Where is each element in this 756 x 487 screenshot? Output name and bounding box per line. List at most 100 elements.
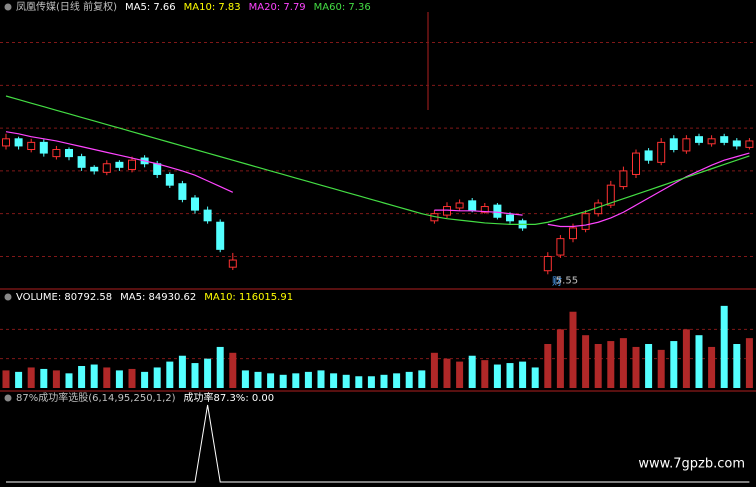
volume-bar	[506, 363, 514, 388]
volume-bar	[720, 305, 728, 388]
volume-bar	[430, 352, 438, 388]
volume-bar	[582, 335, 590, 388]
volume-bar	[670, 341, 678, 388]
candle-body	[102, 163, 111, 173]
candle-body	[27, 141, 36, 151]
candle-body	[90, 166, 99, 172]
candle-body	[203, 209, 212, 222]
header-label: 凤凰传媒(日线 前复权)	[16, 0, 117, 13]
volume-bar	[317, 370, 325, 388]
volume-bar	[178, 355, 186, 388]
volume-bar	[418, 370, 426, 388]
volume-bar	[292, 373, 300, 388]
volume-bar	[393, 373, 401, 388]
header-label: 成功率87.3%: 0.00	[184, 391, 275, 404]
volume-bar	[695, 335, 703, 388]
candle-body	[52, 149, 61, 158]
header-icon	[4, 3, 12, 11]
candle-body	[455, 202, 464, 209]
volume-bar	[103, 367, 111, 388]
volume-bar	[607, 341, 615, 388]
candle-body	[732, 140, 741, 147]
header-label: MA5: 84930.62	[120, 292, 196, 303]
volume-bar	[619, 338, 627, 388]
candle-body	[77, 156, 86, 168]
candle-body	[720, 136, 729, 143]
candle-body	[178, 183, 187, 200]
volume-bar	[745, 338, 753, 388]
watermark: www.7gpzb.com	[638, 457, 745, 472]
volume-bar	[267, 373, 275, 388]
candle-body	[468, 200, 477, 211]
volume-bar	[330, 373, 338, 388]
volume-bar	[481, 360, 489, 388]
candle-body	[191, 197, 199, 211]
candle-body	[65, 149, 73, 158]
volume-bar	[405, 371, 413, 388]
volume-bar	[229, 352, 237, 388]
ma-line	[5, 131, 750, 228]
volume-bar	[27, 367, 35, 388]
header-label: MA10: 116015.91	[204, 292, 293, 303]
low-price-label: 5.55	[556, 275, 578, 286]
volume-bar	[519, 361, 527, 388]
volume-bar	[468, 355, 476, 388]
volume-bar	[40, 368, 48, 388]
candle-body	[606, 184, 615, 206]
candle-body	[14, 138, 23, 147]
candle-body	[644, 150, 653, 161]
volume-bar	[241, 370, 249, 388]
volume-bar	[90, 364, 98, 388]
candle-body	[657, 141, 666, 163]
candle-body	[39, 141, 48, 154]
candle-body	[493, 204, 502, 218]
candle-body	[556, 238, 565, 256]
volume-bar	[216, 346, 224, 388]
candle-body	[695, 136, 703, 143]
candle-body	[128, 159, 136, 170]
header-label: MA60: 7.36	[314, 2, 371, 13]
candle-body	[543, 255, 552, 272]
volume-bar	[342, 374, 350, 388]
candle-body	[569, 227, 577, 240]
candle-body	[632, 152, 640, 175]
volume-bar	[52, 370, 60, 388]
volume-bar	[708, 346, 716, 388]
candle-body	[669, 138, 678, 150]
volume-bar	[493, 364, 501, 388]
volume-bar	[65, 373, 73, 388]
header-icon	[4, 293, 12, 301]
candle-body	[745, 140, 754, 148]
volume-bar	[204, 358, 212, 388]
candle-body	[707, 138, 716, 145]
volume-bar	[153, 367, 161, 388]
volume-bar	[166, 361, 174, 388]
volume-bar	[141, 371, 149, 388]
candle-body	[581, 213, 590, 230]
volume-bar	[254, 371, 262, 388]
volume-bar	[556, 329, 564, 388]
candle-body	[2, 138, 10, 147]
header-label: MA10: 7.83	[184, 2, 241, 13]
candle-body	[619, 170, 628, 188]
volume-bar	[443, 358, 451, 388]
header-label: VOLUME: 80792.58	[16, 292, 112, 303]
candle-body	[165, 173, 174, 186]
volume-bar	[128, 368, 136, 388]
volume-bar	[657, 349, 665, 388]
volume-bar	[632, 346, 640, 388]
candle-body	[682, 138, 691, 152]
header-label: MA20: 7.79	[249, 2, 306, 13]
candle-body	[115, 161, 124, 168]
volume-bar	[645, 344, 653, 388]
volume-bar	[304, 371, 312, 388]
volume-bar	[355, 376, 363, 388]
volume-bar	[367, 376, 375, 388]
volume-bar	[191, 363, 199, 388]
candle-body	[506, 214, 514, 222]
header-label: 87%成功率选股(6,14,95,250,1,2)	[16, 391, 176, 404]
volume-bar	[682, 329, 690, 388]
volume-bar	[733, 344, 741, 388]
